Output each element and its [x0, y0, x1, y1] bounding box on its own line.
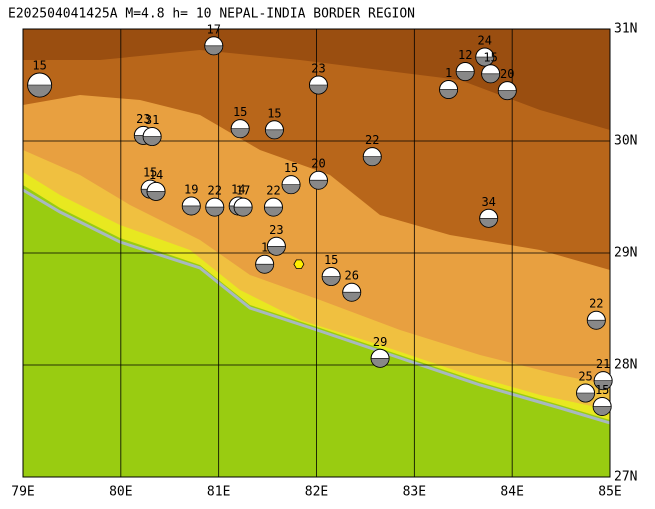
depth-label: 24 [478, 34, 492, 48]
depth-label: 17 [236, 184, 250, 198]
lon-label: 83E [403, 485, 426, 500]
beachball-quadrant [205, 206, 225, 217]
beachball-quadrant [255, 263, 274, 274]
beachball-quadrant [439, 89, 458, 99]
depth-label: 15 [324, 253, 338, 267]
depth-label: 23 [136, 112, 150, 126]
lat-label: 29N [614, 246, 637, 261]
epicenter [293, 259, 305, 269]
beachball-quadrant [181, 205, 201, 216]
depth-label: 22 [365, 133, 379, 147]
depth-label: 1 [445, 66, 452, 80]
depth-label: 14 [231, 182, 245, 196]
depth-label: 21 [596, 357, 610, 371]
depth-label: 25 [578, 370, 592, 384]
depth-label: 15 [32, 59, 46, 73]
beachball-quadrant [362, 156, 382, 166]
depth-label: 15 [284, 161, 298, 175]
depth-label: 14 [149, 168, 163, 182]
lon-label: 80E [109, 485, 132, 500]
depth-label: 26 [344, 269, 358, 283]
beachball-quadrant [342, 291, 362, 302]
beachball-quadrant [281, 184, 301, 194]
depth-label: 31 [145, 113, 159, 127]
lon-label: 79E [11, 485, 34, 500]
beachball-quadrant [265, 129, 284, 140]
depth-label: 12 [458, 48, 472, 62]
lat-label: 30N [614, 134, 637, 149]
beachball-quadrant [587, 319, 606, 330]
depth-label: 15 [595, 383, 609, 397]
depth-label: 17 [207, 22, 221, 36]
depth-label: 1 [261, 241, 268, 255]
beachball-quadrant [481, 73, 500, 84]
depth-label: 20 [500, 67, 514, 81]
title: E202504041425A M=4.8 h= 10 NEPAL-INDIA B… [8, 7, 415, 22]
lon-label: 85E [598, 485, 621, 500]
lon-label: 82E [305, 485, 328, 500]
beachball-quadrant [321, 276, 341, 286]
lon-label: 81E [207, 485, 230, 500]
depth-label: 15 [143, 166, 157, 180]
lat-label: 31N [614, 22, 637, 37]
beachball-quadrant [264, 206, 283, 217]
beachball-quadrant [27, 84, 52, 98]
depth-label: 15 [233, 105, 247, 119]
beachball-quadrant [593, 380, 613, 390]
beachball-quadrant [309, 84, 328, 95]
beachball-quadrant [309, 179, 328, 190]
depth-label: 34 [481, 195, 495, 209]
beachball-quadrant [142, 136, 162, 146]
beachball-quadrant [479, 217, 498, 228]
depth-label: 23 [311, 62, 325, 76]
depth-label: 22 [208, 184, 222, 198]
beachball-quadrant [370, 357, 390, 368]
lat-label: 28N [614, 358, 637, 373]
lon-label: 84E [500, 485, 523, 500]
beachball-quadrant [592, 406, 612, 416]
beachball-quadrant [455, 71, 475, 81]
beachball-quadrant [576, 392, 595, 403]
river [22, 188, 611, 425]
terrain-peak [23, 29, 610, 130]
depth-label: 22 [589, 297, 603, 311]
beachball-quadrant [497, 90, 517, 100]
beachball-quadrant [204, 45, 224, 56]
beachball-quadrant [146, 191, 166, 201]
depth-label: 29 [373, 335, 387, 349]
depth-label: 15 [267, 106, 281, 120]
depth-label: 23 [269, 223, 283, 237]
depth-label: 22 [266, 184, 280, 198]
beachball-quadrant [233, 206, 253, 217]
depth-label: 15 [483, 50, 497, 64]
depth-label: 20 [311, 157, 325, 171]
beachball-quadrant [230, 128, 250, 138]
depth-label: 19 [184, 182, 198, 196]
beachball-quadrant [267, 245, 286, 256]
lat-label: 27N [614, 470, 637, 485]
